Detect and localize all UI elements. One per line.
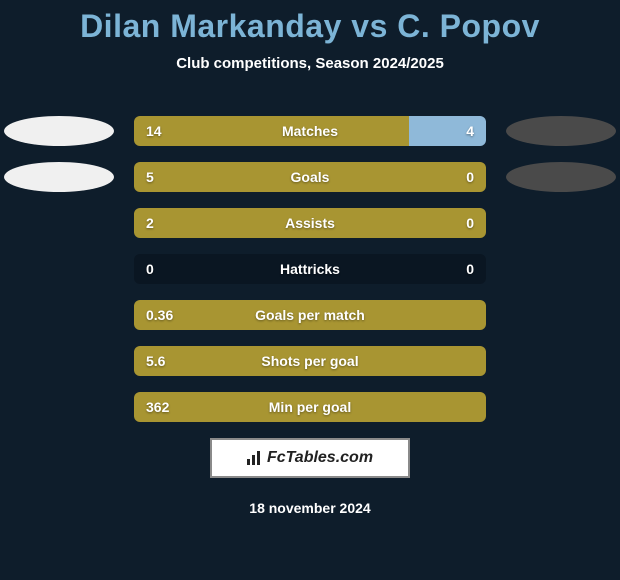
stat-rows: Matches144Goals50Assists20Hattricks00Goa…	[0, 116, 620, 422]
stat-value-left: 0	[134, 254, 166, 284]
stat-bar: Hattricks0 0	[134, 254, 486, 284]
player-left-oval	[4, 208, 114, 238]
stat-value-right: 0	[454, 162, 486, 192]
comparison-canvas: Dilan Markanday vs C. Popov Club competi…	[0, 0, 620, 580]
stat-value-left: 5.6	[134, 346, 177, 376]
stat-bar: Matches14 4	[134, 116, 486, 146]
player-left-oval	[4, 116, 114, 146]
player-left-oval	[4, 254, 114, 284]
player-right-oval	[506, 346, 616, 376]
stat-value-left: 2	[134, 208, 166, 238]
player-right-oval	[506, 254, 616, 284]
stat-value-right	[462, 300, 486, 330]
player-left-oval	[4, 162, 114, 192]
player-right-oval	[506, 162, 616, 192]
player-right-oval	[506, 208, 616, 238]
stat-bar: Goals per match0.36	[134, 300, 486, 330]
stat-value-left: 5	[134, 162, 166, 192]
page-title: Dilan Markanday vs C. Popov	[0, 0, 620, 45]
stat-row: Assists2 0	[0, 208, 620, 238]
stat-value-left: 362	[134, 392, 181, 422]
player-right-oval	[506, 116, 616, 146]
stat-value-right	[462, 346, 486, 376]
stat-value-right	[462, 392, 486, 422]
player-right-oval	[506, 392, 616, 422]
attribution-text: FcTables.com	[267, 449, 373, 466]
stat-label: Shots per goal	[134, 346, 486, 376]
stat-label: Assists	[134, 208, 486, 238]
player-left-oval	[4, 346, 114, 376]
attribution-badge: FcTables.com	[210, 438, 410, 478]
stat-row: Min per goal362	[0, 392, 620, 422]
stat-bar: Goals5 0	[134, 162, 486, 192]
stat-value-left: 0.36	[134, 300, 185, 330]
stat-row: Matches14 4	[0, 116, 620, 146]
stat-bar: Min per goal362	[134, 392, 486, 422]
page-subtitle: Club competitions, Season 2024/2025	[0, 55, 620, 72]
player-left-oval	[4, 392, 114, 422]
stat-value-right: 0	[454, 254, 486, 284]
bar-chart-icon	[247, 451, 260, 465]
stat-row: Hattricks0 0	[0, 254, 620, 284]
stat-row: Goals5 0	[0, 162, 620, 192]
stat-bar: Shots per goal5.6	[134, 346, 486, 376]
stat-value-left: 14	[134, 116, 174, 146]
stat-value-right: 4	[454, 116, 486, 146]
attribution-logo: FcTables.com	[247, 449, 373, 467]
stat-label: Hattricks	[134, 254, 486, 284]
stat-bar: Assists2 0	[134, 208, 486, 238]
stat-row: Goals per match0.36	[0, 300, 620, 330]
stat-label: Matches	[134, 116, 486, 146]
player-right-oval	[506, 300, 616, 330]
date-label: 18 november 2024	[0, 500, 620, 516]
stat-row: Shots per goal5.6	[0, 346, 620, 376]
stat-label: Goals per match	[134, 300, 486, 330]
stat-label: Min per goal	[134, 392, 486, 422]
stat-value-right: 0	[454, 208, 486, 238]
player-left-oval	[4, 300, 114, 330]
stat-label: Goals	[134, 162, 486, 192]
